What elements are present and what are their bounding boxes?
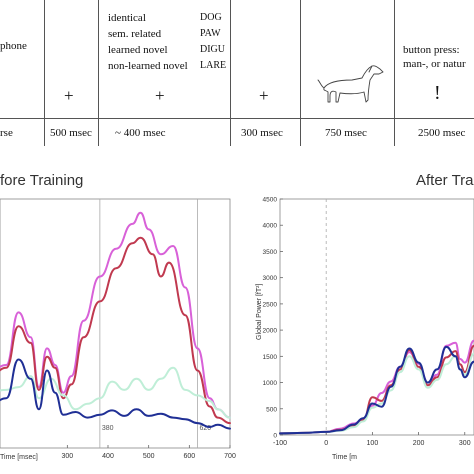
series-line-mint [0,366,231,419]
x-tick-label: 200 [413,440,425,447]
x-tick-label: 300 [459,440,471,447]
condition-list: identical sem. related learned novel non… [108,10,188,74]
word-label: LARE [200,60,227,71]
condition-label: learned novel [108,44,168,56]
marker-annotation: 380 [102,425,114,432]
y-tick-label: 2000 [263,328,278,335]
word-label: DIGU [200,44,225,55]
x-tick-label: 0 [324,440,328,447]
instruction-line: man-, or natur [403,58,466,70]
series-line-red [279,344,474,435]
y-tick-label: 4000 [263,223,278,230]
fixation-cross: + [259,86,269,105]
timeline-divider [98,0,99,146]
fixation-cross: + [64,86,74,105]
timeline-duration: 2500 msec [418,127,466,139]
timeline-axis [0,118,474,119]
x-tick-label: 300 [61,453,73,460]
y-tick-label: 4500 [263,197,278,204]
chart-title: fore Training [0,172,84,189]
fixation-cross: + [155,86,165,105]
y-tick-label: 500 [266,406,277,413]
timeline-divider [394,0,395,146]
response-cue: ! [434,82,441,104]
word-label: DOG [200,12,222,23]
x-tick-label: 100 [367,440,379,447]
timeline-divider [230,0,231,146]
chart-title: After Tra [416,172,474,189]
series-line-mint [279,352,474,435]
plot-frame [0,198,231,449]
y-tick-label: 2500 [263,301,278,308]
y-tick-label: 3500 [263,249,278,256]
x-tick-label: 400 [102,453,114,460]
timeline-duration: ~ 400 msec [115,127,166,139]
timeline-duration: 300 msec [241,127,283,139]
marker-annotation: 620 [199,425,211,432]
word-list: DOG PAW DIGU LARE [200,10,226,74]
instruction-line: button press: [403,44,460,56]
series-line-red [0,236,231,425]
series-line-navy [279,345,474,435]
timeline-duration: 750 msec [325,127,367,139]
condition-label: non-learned novel [108,60,188,72]
timeline-duration: rse [0,127,13,139]
y-tick-label: 1500 [263,354,278,361]
condition-label: identical [108,12,146,24]
timeline-divider [300,0,301,146]
timeline-divider [44,0,45,146]
x-tick-label: 500 [143,453,155,460]
series-line-navy [0,358,231,430]
timeline-duration: 500 msec [50,127,92,139]
x-axis-label: Time [msec] [0,454,38,461]
word-label: PAW [200,28,221,39]
plot-frame [279,198,474,436]
y-tick-label: 3000 [263,275,278,282]
x-axis-label: Time [m [332,454,358,461]
response-instruction: button press: man-, or natur [403,43,466,71]
y-tick-label: 1000 [263,380,278,387]
x-tick-label: 600 [183,453,195,460]
timeline-cell-text: phone [0,40,27,52]
series-line-magenta [279,339,474,435]
condition-label: sem. related [108,28,162,40]
x-tick-label: -100 [273,440,287,447]
y-tick-label: 0 [273,433,277,440]
x-tick-label: 700 [224,453,236,460]
